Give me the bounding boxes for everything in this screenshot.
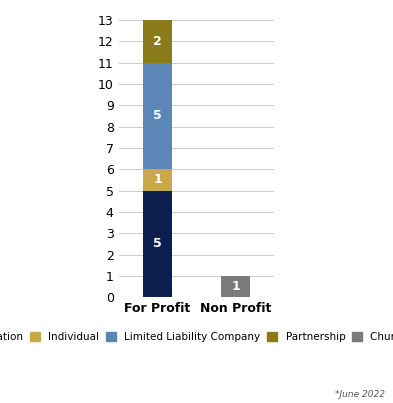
Text: 5: 5 xyxy=(153,110,162,123)
Legend: Corporation, Individual, Limited Liability Company, Partnership, Church Related: Corporation, Individual, Limited Liabili… xyxy=(0,330,393,345)
Text: 2: 2 xyxy=(153,35,162,48)
Bar xyxy=(143,20,172,62)
Bar xyxy=(221,276,250,297)
Text: 5: 5 xyxy=(153,237,162,251)
Text: *June 2022: *June 2022 xyxy=(335,390,385,399)
Text: 1: 1 xyxy=(231,280,240,293)
Bar xyxy=(143,169,172,191)
Text: 1: 1 xyxy=(153,173,162,187)
Bar xyxy=(143,62,172,169)
Bar xyxy=(143,191,172,297)
